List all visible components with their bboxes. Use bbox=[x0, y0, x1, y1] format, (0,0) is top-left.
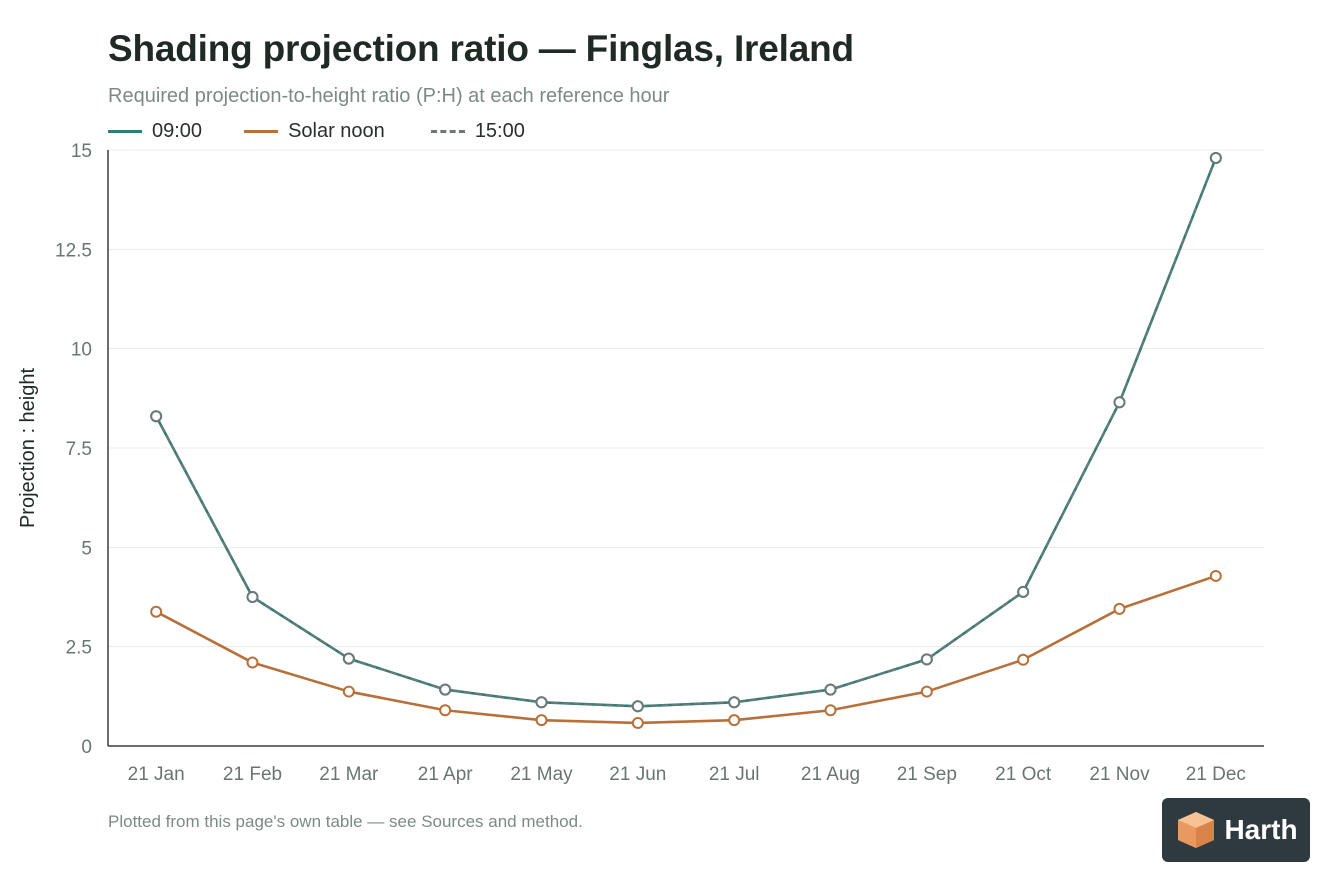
y-tick-label: 10 bbox=[71, 340, 92, 361]
data-point-solar-noon[interactable] bbox=[150, 605, 163, 618]
data-point-15-00[interactable] bbox=[1113, 396, 1126, 409]
data-point-solar-noon[interactable] bbox=[728, 714, 741, 727]
x-tick-label: 21 Apr bbox=[418, 764, 474, 785]
data-point-15-00[interactable] bbox=[631, 700, 644, 713]
x-tick-label: 21 Jul bbox=[709, 764, 760, 785]
x-tick-label: 21 May bbox=[510, 764, 573, 785]
y-tick-label: 5 bbox=[81, 538, 92, 559]
data-point-15-00[interactable] bbox=[1017, 585, 1030, 598]
footnote: Plotted from this page's own table — see… bbox=[108, 812, 583, 831]
legend-label-0900: 09:00 bbox=[152, 120, 203, 142]
x-tick-label: 21 Jan bbox=[128, 764, 185, 785]
data-point-solar-noon[interactable] bbox=[824, 704, 837, 717]
data-point-solar-noon[interactable] bbox=[535, 714, 548, 727]
line-chart: 0 2.5 5 7.5 10 12.5 15 21 Jan 21 Feb 21 Mar 21 Apr… bbox=[17, 141, 1264, 785]
legend-swatch-0900 bbox=[108, 130, 142, 133]
data-point-solar-noon[interactable] bbox=[246, 656, 259, 669]
brand-name: Harth bbox=[1224, 814, 1298, 845]
data-point-solar-noon[interactable] bbox=[920, 685, 933, 698]
data-point-15-00[interactable] bbox=[535, 696, 548, 709]
x-tick-label: 21 Mar bbox=[319, 764, 379, 785]
legend-item-0900[interactable]: 09:00 bbox=[108, 120, 202, 143]
y-axis-label: Projection : height bbox=[17, 368, 39, 529]
y-tick-label: 0 bbox=[81, 737, 92, 758]
series-line-09-00 bbox=[154, 156, 1218, 708]
legend-swatch-1500 bbox=[430, 130, 465, 133]
x-tick-label: 21 Sep bbox=[897, 764, 957, 785]
chart-legend: 09:00 Solar noon 15:00 bbox=[108, 120, 561, 143]
brand-badge: Harth bbox=[1162, 798, 1310, 862]
legend-item-1500[interactable]: 15:00 bbox=[430, 120, 525, 143]
legend-swatch-solar-noon bbox=[244, 130, 279, 133]
y-tick-label: 12.5 bbox=[55, 240, 92, 261]
series-line-solar-noon bbox=[154, 574, 1218, 725]
series-line-15-00 bbox=[155, 157, 1217, 708]
data-point-15-00[interactable] bbox=[246, 591, 259, 603]
y-tick-label: 7.5 bbox=[66, 439, 92, 460]
x-tick-label: 21 Dec bbox=[1186, 764, 1246, 785]
legend-item-solar-noon[interactable]: Solar noon bbox=[244, 120, 385, 143]
data-point-15-00[interactable] bbox=[439, 683, 452, 696]
data-point-15-00[interactable] bbox=[920, 653, 933, 666]
data-point-solar-noon[interactable] bbox=[1209, 569, 1222, 582]
data-point-15-00[interactable] bbox=[150, 410, 163, 423]
x-tick-label: 21 Jun bbox=[609, 764, 666, 785]
chart-subtitle: Required projection-to-height ratio (P:H… bbox=[108, 85, 670, 107]
data-point-solar-noon[interactable] bbox=[1113, 602, 1126, 615]
data-point-15-00[interactable] bbox=[1209, 151, 1222, 164]
data-point-solar-noon[interactable] bbox=[342, 685, 355, 698]
x-tick-label: 21 Nov bbox=[1089, 764, 1150, 785]
legend-label-1500: 15:00 bbox=[474, 120, 525, 142]
data-point-15-00[interactable] bbox=[824, 683, 837, 696]
legend-label-solar-noon: Solar noon bbox=[288, 120, 385, 142]
data-point-solar-noon[interactable] bbox=[439, 704, 452, 717]
cube-logo-icon bbox=[1178, 812, 1215, 848]
data-point-solar-noon[interactable] bbox=[1017, 653, 1030, 666]
y-tick-label: 15 bbox=[71, 141, 92, 162]
x-tick-label: 21 Oct bbox=[995, 764, 1052, 785]
data-point-solar-noon[interactable] bbox=[631, 716, 644, 729]
y-tick-label: 2.5 bbox=[66, 638, 92, 659]
data-point-15-00[interactable] bbox=[342, 652, 355, 665]
x-tick-label: 21 Feb bbox=[223, 764, 282, 785]
x-tick-label: 21 Aug bbox=[801, 764, 860, 785]
chart-title: Shading projection ratio — Finglas, Irel… bbox=[108, 28, 854, 69]
data-point-15-00[interactable] bbox=[728, 696, 741, 709]
